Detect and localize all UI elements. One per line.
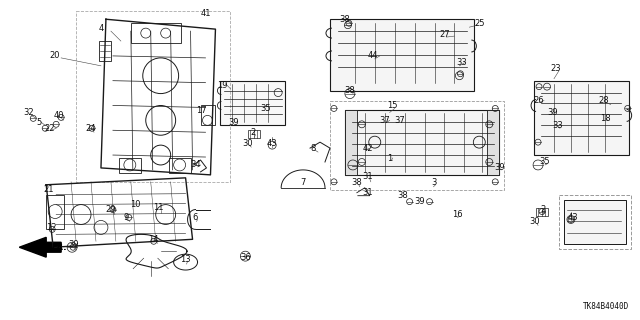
Text: 7: 7 — [300, 178, 306, 187]
Bar — [169, 158, 191, 173]
Text: FR.: FR. — [51, 243, 67, 252]
Text: 34: 34 — [190, 160, 201, 170]
Text: 5: 5 — [36, 118, 42, 127]
Text: 4: 4 — [99, 24, 104, 33]
Text: 38: 38 — [351, 178, 362, 187]
Text: 43: 43 — [267, 139, 278, 148]
Text: 19: 19 — [217, 81, 228, 90]
Text: 21: 21 — [43, 185, 53, 194]
Text: 31: 31 — [362, 172, 373, 181]
Text: 2: 2 — [251, 128, 256, 137]
Bar — [330, 19, 474, 91]
Text: 6: 6 — [193, 213, 198, 222]
Text: 33: 33 — [552, 121, 563, 130]
Text: 11: 11 — [154, 203, 164, 212]
Bar — [131, 23, 180, 43]
Text: 41: 41 — [200, 9, 211, 18]
Text: 33: 33 — [456, 58, 467, 67]
Text: 35: 35 — [540, 157, 550, 166]
Text: 27: 27 — [439, 30, 450, 39]
Text: TK84B4040D: TK84B4040D — [582, 302, 628, 311]
Bar — [200, 106, 216, 125]
Text: 16: 16 — [452, 210, 463, 219]
Text: 14: 14 — [148, 235, 159, 244]
Bar — [248, 130, 260, 138]
Bar — [220, 81, 285, 125]
Text: 13: 13 — [180, 255, 191, 264]
Text: 1: 1 — [387, 154, 392, 163]
Text: 38: 38 — [339, 15, 350, 24]
Text: 2: 2 — [540, 205, 546, 214]
Text: 23: 23 — [550, 64, 561, 73]
Text: 37: 37 — [394, 116, 405, 125]
Polygon shape — [19, 237, 61, 257]
Bar — [330, 100, 504, 190]
Text: 39: 39 — [414, 197, 425, 206]
Text: 24: 24 — [86, 124, 96, 133]
Bar — [564, 200, 626, 244]
Text: 39: 39 — [228, 118, 239, 127]
Text: 15: 15 — [387, 101, 398, 110]
Text: 26: 26 — [534, 96, 545, 105]
Bar — [345, 110, 357, 175]
Text: 3: 3 — [431, 178, 436, 187]
Bar — [559, 195, 630, 249]
Text: 36: 36 — [240, 253, 251, 262]
Text: 25: 25 — [474, 19, 484, 28]
Bar — [536, 208, 548, 215]
Bar — [534, 81, 628, 155]
Bar — [345, 110, 499, 175]
Text: 29: 29 — [106, 205, 116, 214]
Text: 32: 32 — [23, 108, 33, 117]
Text: 35: 35 — [260, 104, 271, 113]
Bar — [99, 41, 111, 61]
Text: 30: 30 — [530, 217, 540, 226]
Text: 38: 38 — [344, 86, 355, 95]
Text: 30: 30 — [242, 139, 253, 148]
Text: 8: 8 — [310, 144, 316, 153]
Text: 39: 39 — [494, 164, 504, 172]
Text: 31: 31 — [362, 188, 373, 197]
Text: 18: 18 — [600, 114, 611, 123]
Text: 12: 12 — [46, 223, 56, 232]
Text: 17: 17 — [196, 106, 207, 115]
Text: 38: 38 — [397, 191, 408, 200]
Bar — [46, 195, 64, 229]
Text: 37: 37 — [380, 116, 390, 125]
Text: 43: 43 — [568, 213, 578, 222]
Text: 22: 22 — [44, 124, 54, 133]
Text: 20: 20 — [49, 52, 60, 60]
Text: 28: 28 — [598, 96, 609, 105]
Text: 39: 39 — [68, 240, 79, 249]
Bar — [487, 110, 499, 175]
Text: 9: 9 — [124, 213, 129, 222]
Text: 42: 42 — [362, 144, 373, 153]
Text: 10: 10 — [131, 200, 141, 209]
Text: 40: 40 — [54, 111, 65, 120]
Bar — [119, 158, 141, 173]
Text: 44: 44 — [367, 52, 378, 60]
Text: 39: 39 — [548, 108, 558, 117]
